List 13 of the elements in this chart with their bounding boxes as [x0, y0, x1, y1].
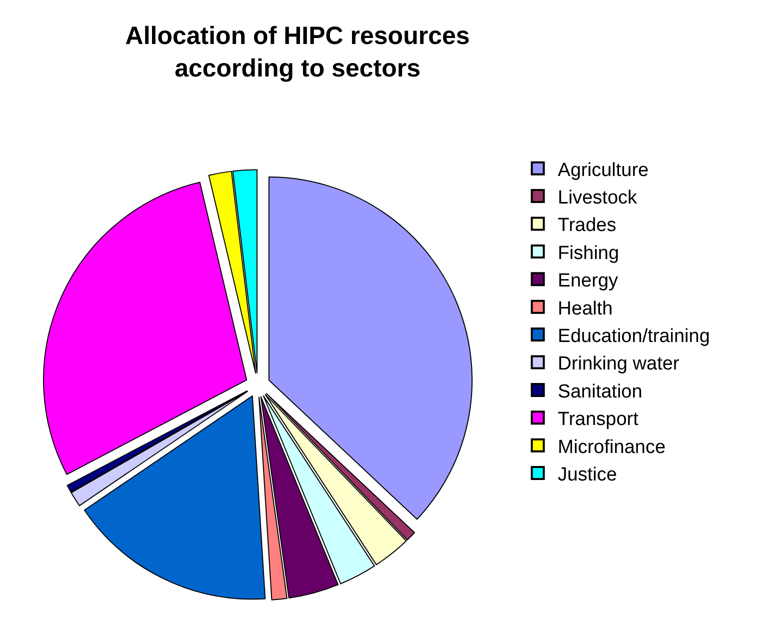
legend-label: Fishing	[558, 242, 620, 264]
legend-label: Drinking water	[558, 354, 680, 375]
chart-title: Allocation of HIPC resources according to sectors	[125, 22, 470, 83]
legend-label: Justice	[558, 464, 617, 486]
legend-label: Education/training	[558, 326, 710, 347]
legend-label: Trades	[558, 215, 616, 236]
legend-label: Livestock	[558, 187, 638, 208]
legend-label: Transport	[558, 409, 640, 430]
legend-label: Microfinance	[558, 436, 666, 458]
legend-label: Sanitation	[558, 381, 642, 402]
legend-label: Agriculture	[558, 160, 649, 181]
legend-label: Energy	[558, 270, 619, 292]
legend-label: Health	[558, 298, 613, 320]
